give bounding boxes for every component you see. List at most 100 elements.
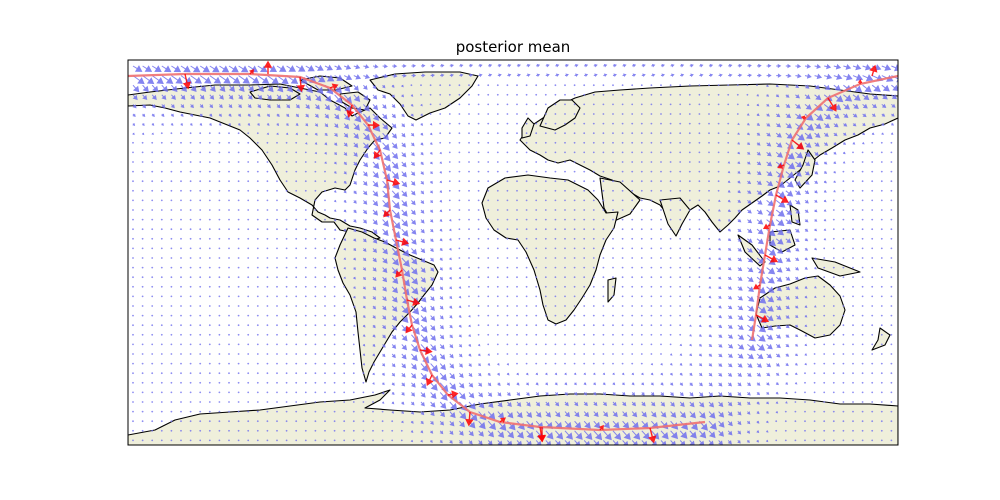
field-arrow: [237, 353, 240, 355]
field-arrow: [141, 266, 144, 269]
field-arrow: [640, 161, 643, 163]
field-arrow: [141, 295, 144, 298]
field-arrow: [679, 324, 682, 327]
field-arrow: [218, 276, 221, 279]
field-arrow: [564, 295, 566, 298]
field-arrow: [189, 362, 192, 365]
scandinavia: [539, 99, 581, 131]
field-arrow: [861, 381, 864, 384]
field-arrow: [814, 266, 817, 270]
field-arrow: [564, 440, 571, 445]
field-arrow: [794, 353, 799, 357]
field-arrow: [689, 411, 696, 419]
field-arrow: [343, 439, 346, 442]
field-arrow: [583, 151, 586, 154]
field-arrow: [727, 209, 731, 213]
field-arrow: [228, 209, 230, 211]
field-arrow: [766, 93, 770, 97]
field-arrow: [861, 228, 864, 231]
field-arrow: [218, 401, 221, 403]
field-arrow: [871, 228, 874, 231]
field-arrow: [410, 132, 415, 137]
field-arrow: [141, 257, 144, 259]
field-arrow: [458, 161, 461, 163]
field-arrow: [496, 333, 499, 336]
field-arrow: [304, 228, 307, 231]
field-arrow: [314, 218, 317, 221]
field-arrow: [535, 103, 538, 106]
field-arrow: [208, 257, 211, 259]
field-arrow: [285, 381, 288, 384]
field-arrow: [276, 123, 280, 126]
field-arrow: [180, 420, 182, 423]
field-arrow: [372, 401, 374, 403]
field-arrow: [699, 73, 704, 78]
field-arrow: [382, 276, 388, 283]
field-arrow: [535, 343, 538, 346]
field-arrow: [304, 362, 307, 365]
field-arrow: [640, 93, 643, 96]
field-arrow: [266, 218, 269, 221]
field-arrow: [228, 237, 230, 240]
field-arrow: [621, 209, 624, 211]
field-arrow: [516, 132, 518, 135]
field-arrow: [679, 103, 682, 106]
field-arrow: [535, 84, 538, 87]
field-arrow: [237, 141, 240, 144]
field-arrow: [516, 73, 521, 78]
field-arrow: [430, 276, 435, 282]
field-arrow: [132, 343, 134, 346]
field-arrow: [170, 362, 173, 365]
field-arrow: [295, 353, 298, 355]
field-arrow: [333, 362, 336, 365]
field-arrow: [727, 411, 733, 417]
field-arrow: [324, 266, 326, 269]
field-arrow: [871, 410, 874, 413]
field-arrow: [592, 314, 595, 317]
field-arrow: [564, 392, 568, 396]
field-arrow: [651, 63, 656, 68]
field-arrow: [295, 189, 298, 192]
field-arrow: [141, 141, 144, 144]
field-arrow: [257, 94, 263, 100]
field-arrow: [151, 439, 154, 442]
field-arrow: [832, 218, 835, 221]
field-arrow: [641, 401, 646, 407]
field-arrow: [871, 285, 874, 288]
field-arrow: [352, 420, 355, 423]
field-arrow: [257, 104, 262, 109]
field-arrow: [813, 439, 816, 442]
field-arrow: [746, 84, 749, 87]
field-arrow: [544, 362, 547, 365]
field-arrow: [506, 122, 509, 125]
field-arrow: [516, 228, 518, 231]
field-arrow: [592, 362, 595, 365]
field-arrow: [564, 411, 571, 418]
field-arrow: [132, 381, 134, 384]
field-arrow: [833, 161, 837, 164]
field-arrow: [382, 267, 388, 273]
field-arrow: [439, 190, 443, 193]
field-arrow: [747, 190, 752, 194]
field-arrow: [698, 285, 701, 288]
field-arrow: [151, 65, 162, 73]
field-arrow: [689, 324, 692, 327]
field-arrow: [746, 132, 751, 136]
field-arrow: [180, 439, 182, 442]
field-arrow: [237, 266, 240, 269]
field-arrow: [698, 161, 701, 163]
field-arrow: [218, 141, 221, 144]
field-arrow: [391, 171, 400, 180]
field-arrow: [832, 410, 835, 413]
field-arrow: [564, 228, 566, 231]
field-arrow: [257, 75, 270, 84]
field-arrow: [756, 142, 761, 146]
field-arrow: [631, 93, 634, 96]
field-arrow: [276, 161, 278, 163]
field-arrow: [247, 314, 250, 317]
field-arrow: [439, 113, 442, 115]
field-arrow: [621, 392, 626, 396]
field-arrow: [439, 103, 442, 106]
field-arrow: [592, 276, 595, 279]
field-arrow: [228, 170, 230, 173]
